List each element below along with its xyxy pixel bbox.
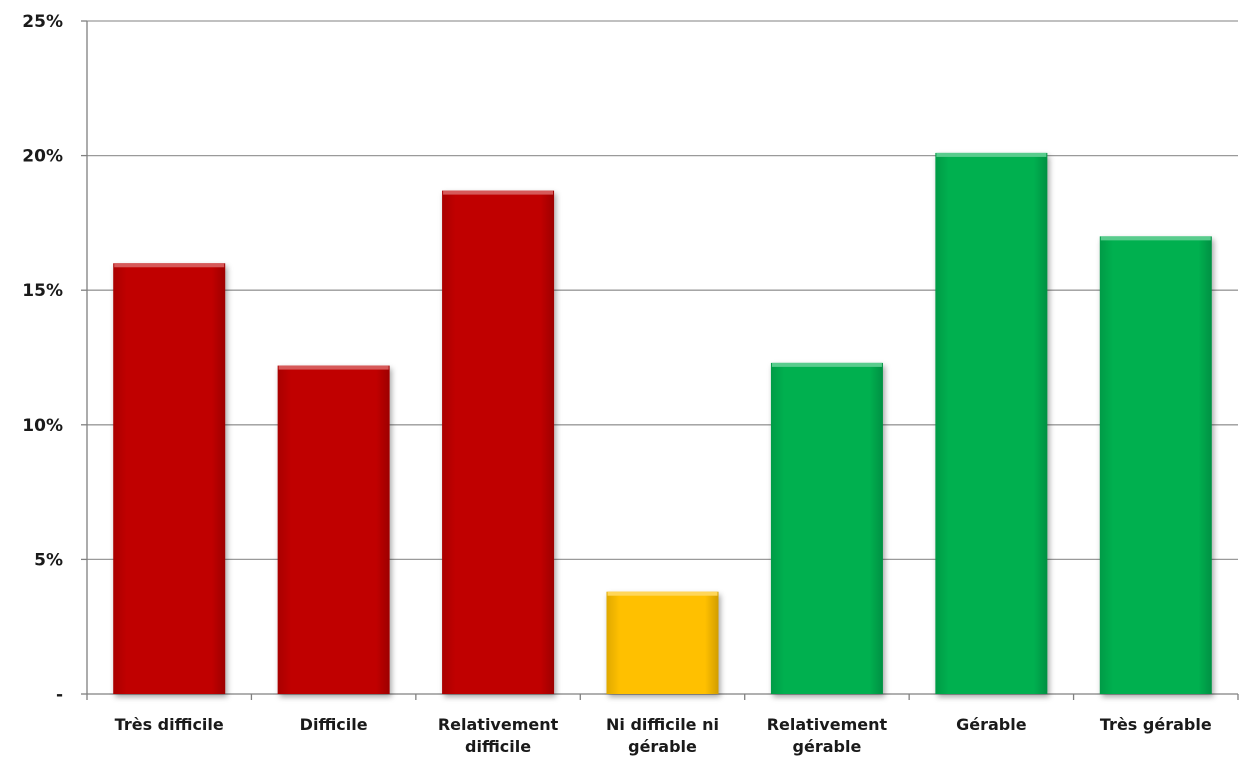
x-tick-label: Très gérable — [1100, 715, 1212, 734]
bar-highlight — [936, 152, 1047, 157]
bar-highlight — [114, 263, 225, 268]
bar — [1099, 236, 1212, 695]
x-tick-label: Gérable — [956, 715, 1027, 734]
x-tick-label: Très difficile — [115, 715, 224, 734]
y-tick-label: 15% — [22, 281, 63, 301]
bar-highlight — [607, 591, 718, 596]
y-tick-label: 25% — [22, 12, 63, 32]
bar — [935, 152, 1048, 694]
y-tick-label: - — [56, 685, 63, 705]
bar — [606, 591, 719, 694]
y-axis-ticks: - 5% 10% 15% 20% 25% — [22, 12, 87, 705]
y-tick-label: 10% — [22, 416, 63, 436]
y-tick-label: 20% — [22, 147, 63, 167]
gridlines — [87, 20, 1238, 561]
x-axis-labels: Très difficile Difficile Relativement diffi… — [115, 715, 1212, 756]
x-tick-label: Difficile — [300, 715, 368, 734]
bar-highlight — [1100, 236, 1211, 241]
bar — [442, 190, 555, 694]
bar — [113, 263, 226, 694]
x-tick-label: Ni difficile ni — [606, 715, 719, 734]
bars — [113, 152, 1212, 695]
x-tick-label: gérable — [793, 737, 862, 756]
bar-highlight — [771, 362, 882, 367]
bar — [277, 365, 390, 694]
x-tick-label: Relativement — [767, 715, 888, 734]
bar-highlight — [443, 190, 554, 195]
x-tick-label: difficile — [465, 737, 531, 756]
bar-highlight — [278, 365, 389, 370]
x-tick-label: gérable — [628, 737, 697, 756]
bar — [770, 362, 883, 694]
y-tick-label: 5% — [34, 550, 63, 570]
x-tick-label: Relativement — [438, 715, 559, 734]
